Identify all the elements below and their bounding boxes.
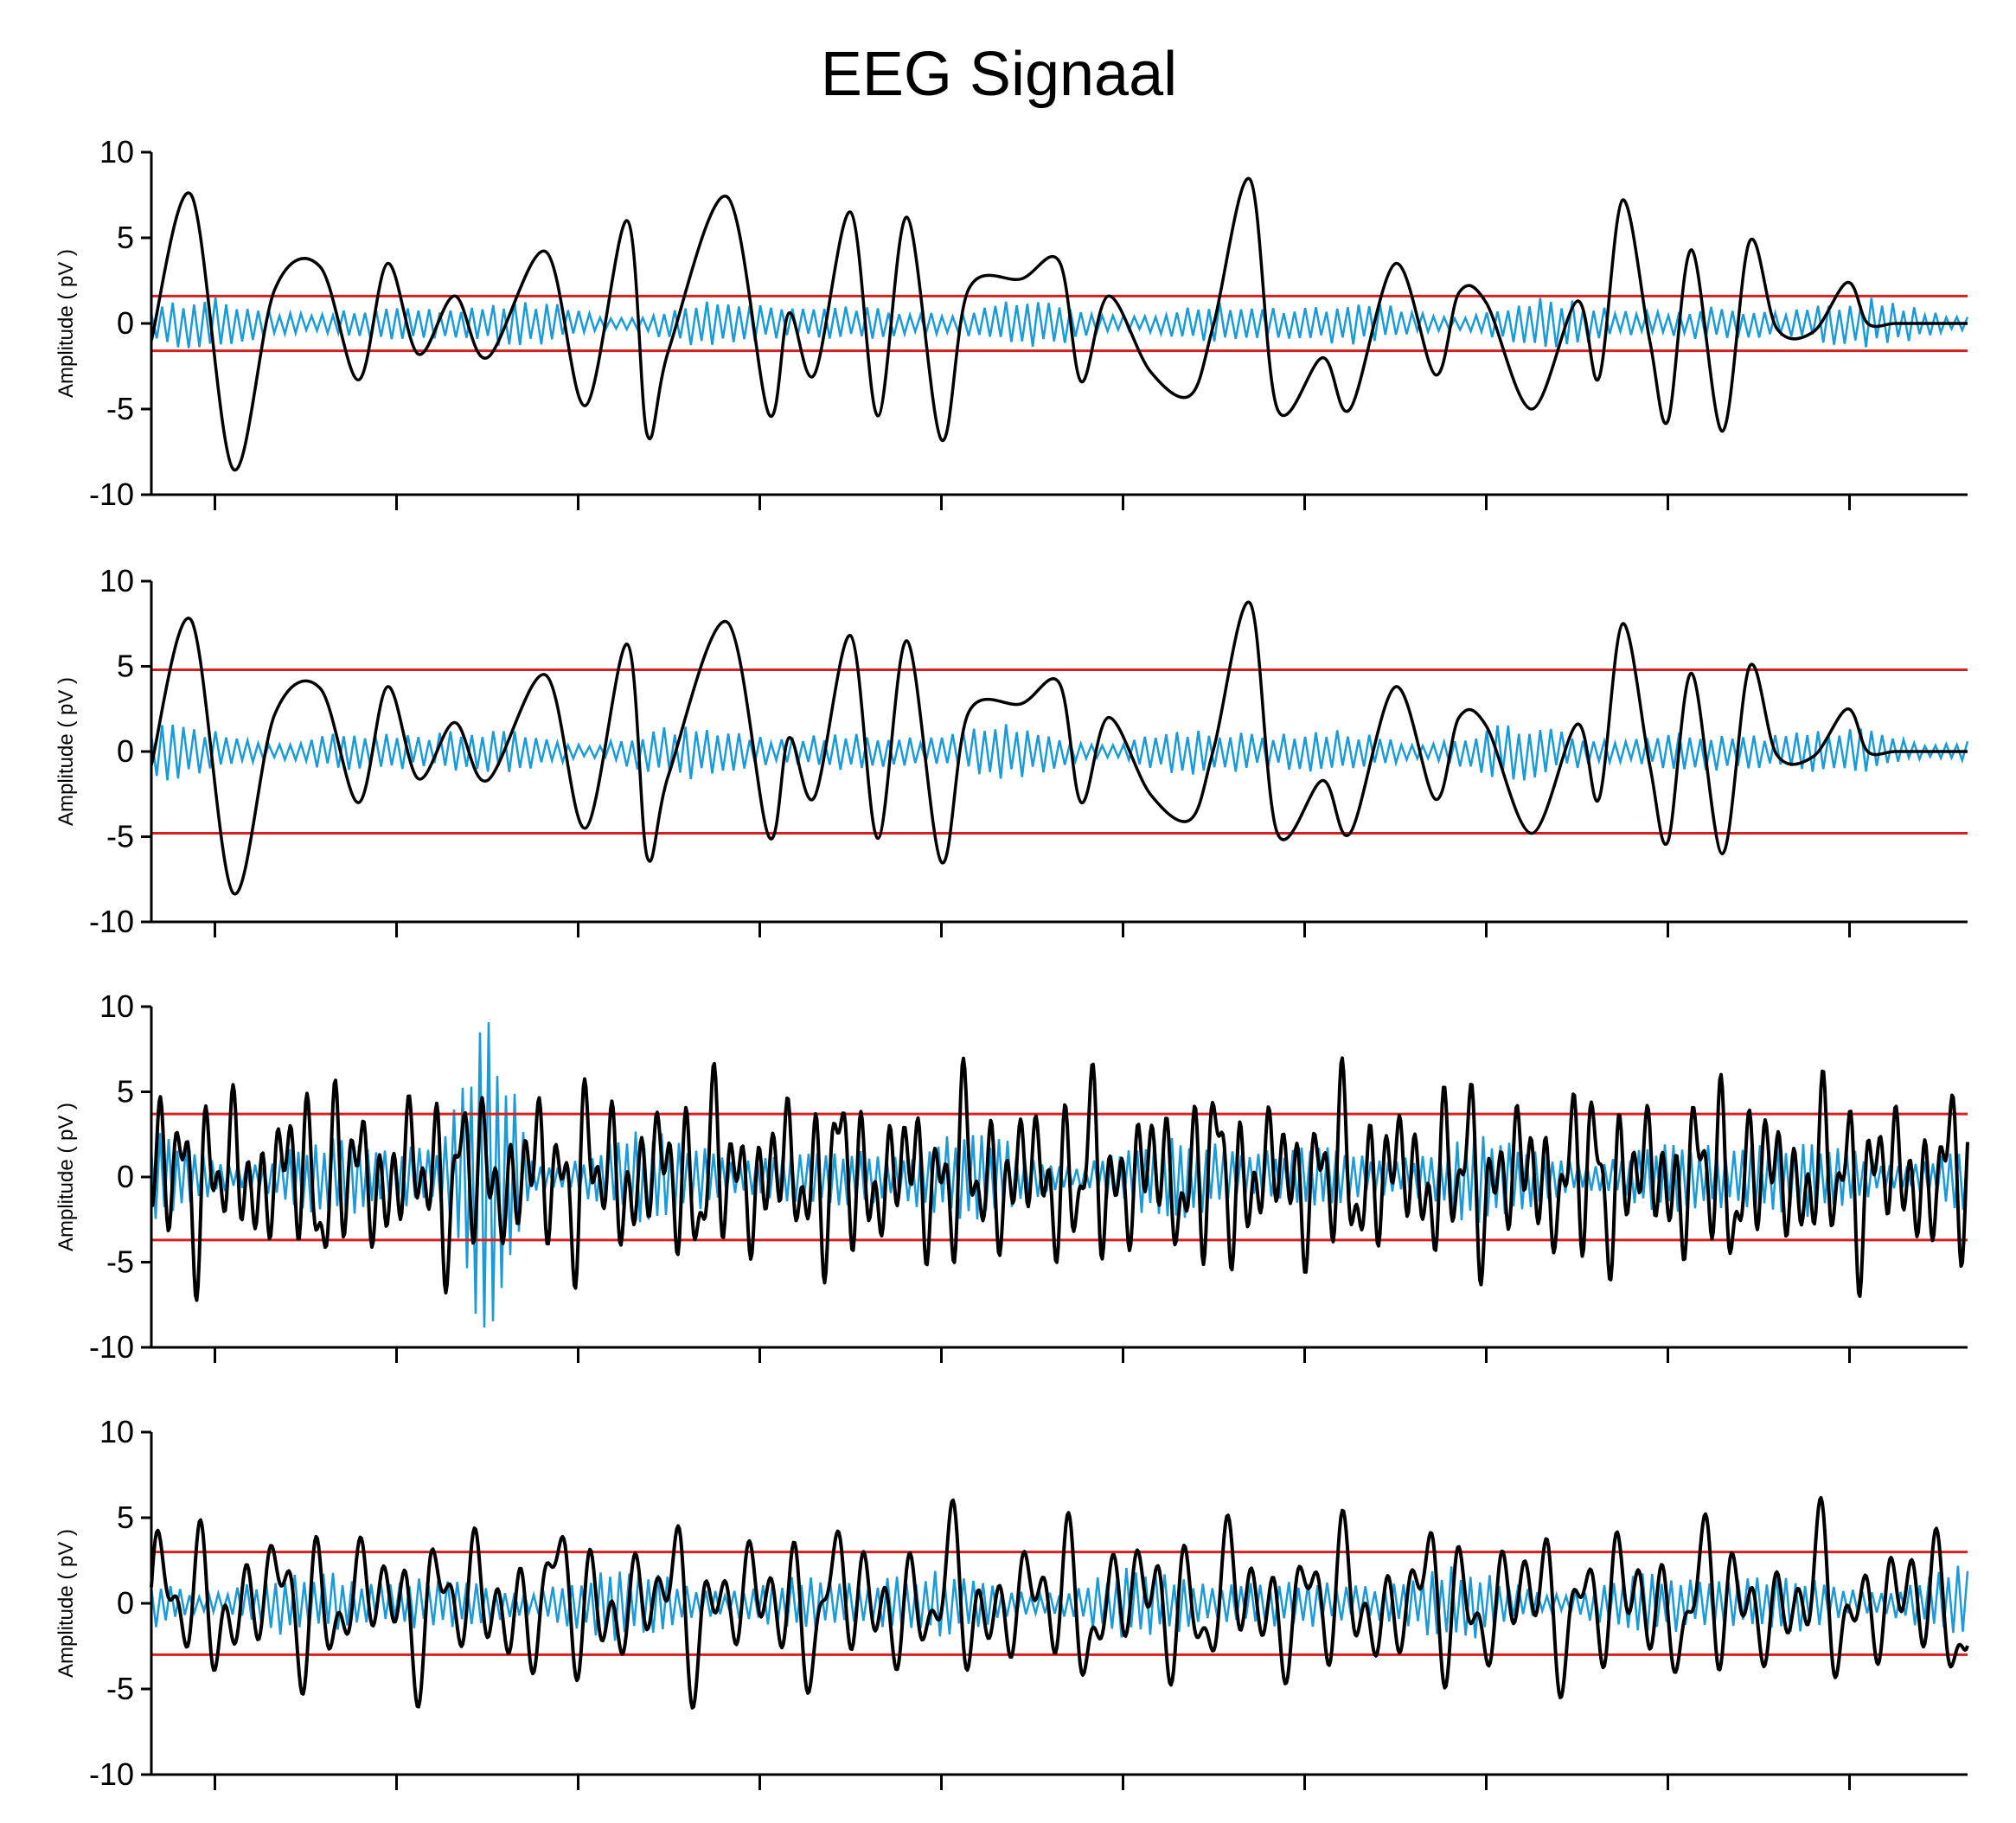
eeg-signal-line — [150, 600, 1968, 896]
y-axis-label: Amplitude ( pV ) — [54, 249, 78, 398]
y-tick-label: 0 — [117, 733, 134, 769]
y-tick-label: -5 — [106, 1244, 134, 1280]
y-tick-label: -10 — [89, 1756, 134, 1792]
panels: 10 5 0 -5 -10 Amplitude ( pV ) 10 5 0 -5 -10 Amplit… — [54, 134, 1969, 1792]
eeg-signal-line — [150, 1496, 1969, 1710]
panel-4: 10 5 0 -5 -10 Amplitude ( pV ) — [54, 1414, 1969, 1792]
y-tick-label: -10 — [89, 477, 134, 512]
y-tick-label: -10 — [89, 1329, 134, 1365]
panel-1: 10 5 0 -5 -10 Amplitude ( pV ) — [54, 134, 1969, 512]
y-tick-label: -10 — [89, 904, 134, 939]
y-tick-label: 5 — [117, 1500, 134, 1535]
y-axis-label: Amplitude ( pV ) — [54, 1103, 78, 1251]
y-tick-label: 5 — [117, 1074, 134, 1110]
filtered-signal-line — [150, 297, 1969, 349]
y-tick-label: -5 — [106, 391, 134, 426]
y-tick-label: 5 — [117, 220, 134, 255]
y-tick-label: -5 — [106, 1671, 134, 1706]
y-axis-label: Amplitude ( pV ) — [54, 1529, 78, 1678]
chart-title: EEG Signaal — [821, 40, 1177, 109]
eeg-signal-line — [150, 1056, 1969, 1302]
y-tick-label: 5 — [117, 649, 134, 684]
y-tick-label: 0 — [117, 1159, 134, 1194]
y-tick-label: 10 — [99, 563, 134, 598]
filtered-signal-line — [150, 724, 1969, 781]
y-tick-label: 10 — [99, 134, 134, 170]
y-tick-label: 0 — [117, 1585, 134, 1621]
y-tick-label: -5 — [106, 819, 134, 854]
panel-2: 10 5 0 -5 -10 Amplitude ( pV ) — [54, 563, 1969, 939]
y-tick-label: 10 — [99, 988, 134, 1024]
panel-3: 10 5 0 -5 -10 Amplitude ( pV ) — [54, 988, 1969, 1365]
y-tick-label: 0 — [117, 305, 134, 341]
y-axis-label: Amplitude ( pV ) — [54, 677, 78, 826]
eeg-signal-line — [150, 176, 1968, 472]
filtered-signal-line — [150, 1022, 1969, 1328]
y-tick-label: 10 — [99, 1414, 134, 1449]
